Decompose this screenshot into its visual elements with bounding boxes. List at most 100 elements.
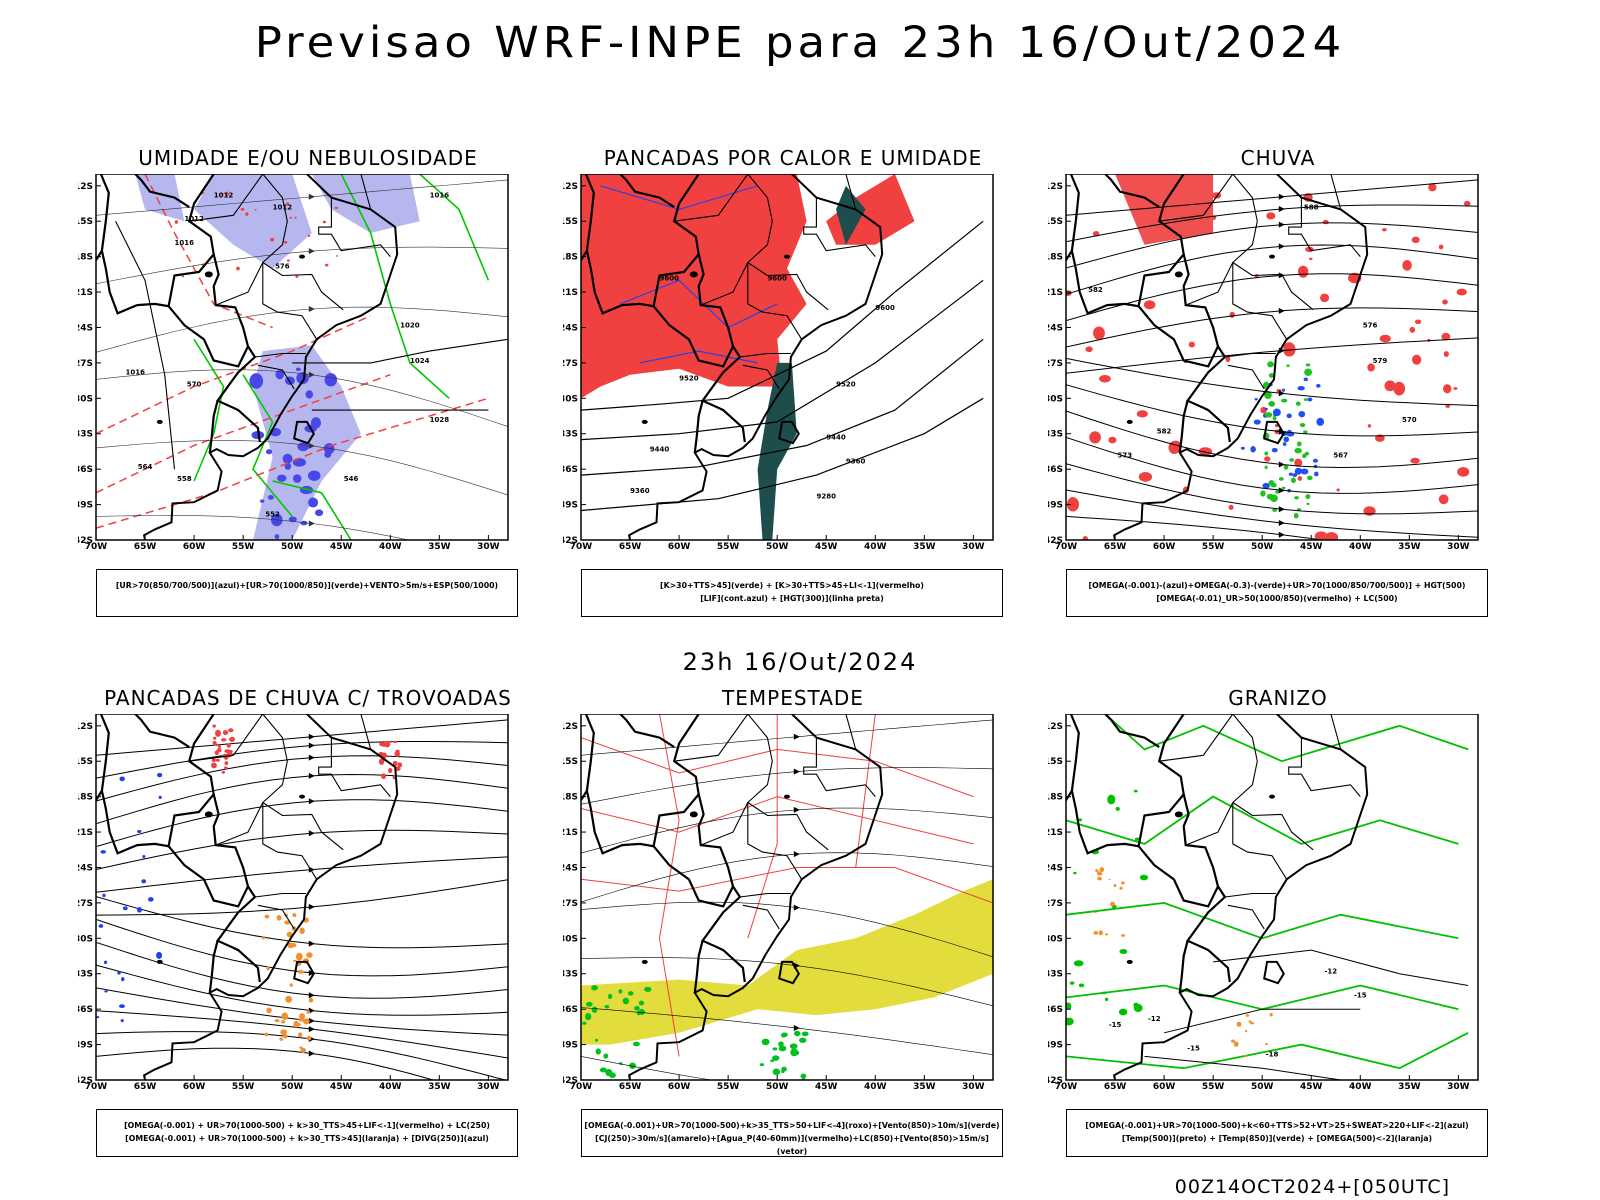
lat-label: 33S (563, 430, 578, 440)
storm-orange-cell (302, 1018, 310, 1025)
storm-red-cell (211, 757, 216, 763)
contour-label: -15 (1354, 991, 1367, 999)
country-border (208, 940, 219, 993)
streamline-arrow (308, 371, 315, 378)
lon-label: 55W (717, 1082, 740, 1092)
lon-label: 60W (1153, 542, 1176, 552)
country-border (96, 174, 110, 261)
rain-red-cell (1457, 467, 1470, 477)
coastline (627, 174, 884, 540)
divergence-blue-cell (100, 850, 107, 854)
country-border (619, 174, 675, 209)
lon-label: 60W (668, 542, 691, 552)
lat-label: 39S (1048, 501, 1063, 511)
lat-label: 42S (563, 536, 578, 546)
country-border (1070, 790, 1185, 855)
lat-label: 33S (1048, 430, 1063, 440)
streamline-arrow (308, 903, 315, 910)
reservoir (784, 254, 790, 259)
contour-label: -12 (1148, 1015, 1161, 1023)
omega-orange-cell (1269, 1013, 1273, 1017)
storm-orange-cell (274, 1019, 280, 1023)
humidity-deep-cell (292, 458, 306, 467)
rain-blue-cell (1264, 407, 1268, 411)
rain-green-cell (1286, 364, 1290, 368)
rain-red-cell (1379, 334, 1391, 343)
lon-label: 50W (281, 542, 304, 552)
coastline (627, 714, 884, 1080)
temp850-cells-cell (1066, 1017, 1074, 1026)
state-border (674, 714, 749, 762)
map-layer: 588 582 576 579 573 570 582 567 (1066, 174, 1478, 540)
state-border (254, 892, 306, 898)
rain-blue-cell (1253, 419, 1261, 425)
contour-label: 558 (177, 475, 192, 483)
panel-pancadas-trovoadas: PANCADAS DE CHUVA C/ TROVOADAS 12S 15S 18S… (78, 686, 538, 1157)
contour-label: 582 (1157, 428, 1172, 436)
streamline-arrow (1278, 390, 1285, 397)
wind850-green-cell (759, 1063, 765, 1067)
thickness-contour (96, 397, 489, 529)
lon-label: 30W (962, 542, 985, 552)
lat-label: 39S (563, 1041, 578, 1051)
thickness-dots-cell (174, 220, 179, 224)
storm-red-cell (214, 750, 219, 756)
rain-red-cell (1093, 326, 1105, 340)
streamline-arrow (1278, 193, 1285, 200)
contour-label: 9600 (767, 274, 787, 282)
streamline (96, 306, 508, 353)
omega-orange-cell (1097, 876, 1102, 881)
rain-red-cell (1320, 293, 1330, 303)
rain-red-cell (1441, 332, 1451, 341)
storm-red-cell (217, 744, 221, 748)
state-border (215, 262, 264, 306)
rain-red-cell (1463, 200, 1471, 207)
lon-label: 45W (815, 1082, 838, 1092)
rain-blue-cell (1303, 377, 1308, 382)
panel-title: PANCADAS DE CHUVA C/ TROVOADAS (104, 686, 512, 710)
state-border (1224, 352, 1276, 358)
rain-red-cell (1414, 319, 1422, 325)
wind850-green-cell (594, 1038, 599, 1042)
rain-red-cell (1225, 356, 1231, 363)
wind850-green-cell (603, 1053, 609, 1059)
height-contour (581, 338, 984, 476)
contour-label: 1016 (175, 239, 195, 247)
omega-orange-cell (1098, 930, 1104, 936)
lat-label: 24S (563, 863, 578, 873)
rain-blue-cell (1300, 468, 1309, 475)
divergence-blue-cell (103, 960, 108, 965)
wind850-green-cell (607, 993, 613, 999)
temp500-contour (1144, 1055, 1341, 1080)
rain-red (1066, 183, 1471, 540)
country-border (1137, 845, 1219, 908)
map-layer (581, 714, 993, 1094)
streamline-arrow (794, 1088, 800, 1094)
rain-green-cell (1260, 490, 1266, 497)
storm-red-cell (221, 771, 226, 774)
state-border (1224, 892, 1276, 898)
country-border (100, 250, 215, 315)
storm-red-cell (212, 724, 216, 728)
coastline (142, 714, 399, 1080)
omega-orange-cell (1265, 1042, 1268, 1046)
rain-red-cell (1085, 346, 1093, 353)
divergence-blue (96, 772, 163, 1023)
mar-chiquita (156, 959, 163, 964)
country-border (693, 400, 704, 453)
temp850-cells-cell (1133, 1002, 1139, 1008)
wind850-green-cell (781, 1032, 788, 1037)
omega-orange-cell (1119, 886, 1123, 890)
rain-red-cell (1324, 532, 1339, 540)
temp850-contour (1066, 795, 1459, 845)
pantanal-lake (1174, 811, 1183, 818)
humidity-low-contour (272, 480, 352, 540)
rain-red-cell (1409, 326, 1416, 333)
rain-red-cell (1336, 488, 1340, 492)
humidity-high (311, 174, 420, 233)
rain-blue-cell (1282, 442, 1287, 446)
rain-red-cell (1266, 212, 1276, 220)
rain-green-cell (1293, 513, 1299, 519)
rain-red-cell (1089, 431, 1101, 444)
rain-green-cell (1278, 477, 1284, 481)
